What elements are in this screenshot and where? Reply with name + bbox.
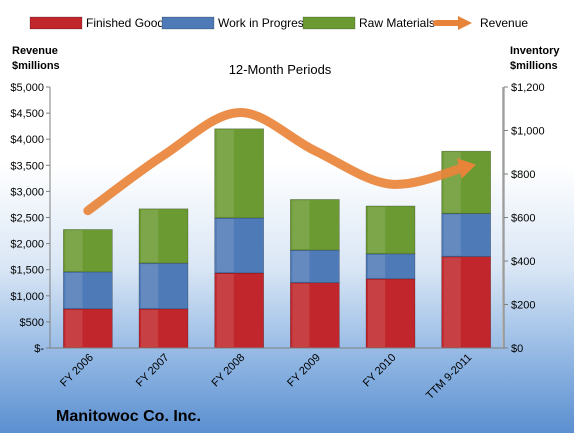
- left-tick-label: $2,500: [10, 213, 44, 225]
- right-tick-label: $1,000: [511, 126, 545, 138]
- bar-highlight-finished-goods-3: [216, 273, 234, 347]
- left-tick-label: $3,500: [10, 160, 44, 172]
- left-tick-label: $-: [34, 343, 44, 355]
- bar-raw-materials-1: [63, 229, 113, 273]
- bar-highlight-raw-materials-1: [65, 230, 83, 271]
- legend-swatch-work-in-progress: [161, 16, 215, 30]
- x-tick-label: TTM 9-2011: [424, 352, 474, 402]
- bar-highlight-work-in-progress-3: [216, 218, 234, 272]
- bar-finished-goods-4: [290, 282, 340, 349]
- left-tick-label: $500: [20, 317, 44, 329]
- x-tick-label: FY 2007: [134, 352, 172, 390]
- bar-raw-materials-5: [365, 205, 416, 255]
- bar-highlight-raw-materials-3: [216, 129, 234, 217]
- bar-highlight-finished-goods-5: [368, 279, 386, 347]
- bar-work-in-progress-2: [138, 262, 189, 310]
- x-tick-label: FY 2006: [58, 352, 96, 390]
- left-tick-label: $1,500: [10, 265, 44, 277]
- right-tick-label: $600: [511, 213, 535, 225]
- bar-highlight-raw-materials-4: [292, 200, 310, 250]
- bar-highlight-finished-goods-1: [65, 309, 83, 347]
- revenue-arrowhead: [456, 158, 476, 179]
- left-tick-label: $3,000: [10, 186, 44, 198]
- bar-raw-materials-2: [138, 208, 189, 264]
- legend-label-raw-materials: Raw Materials: [359, 16, 435, 30]
- bar-work-in-progress-5: [365, 253, 416, 280]
- left-axis-title-line2: $millions: [12, 60, 60, 72]
- left-tick-label: $4,500: [10, 108, 44, 120]
- bar-highlight-work-in-progress-5: [368, 254, 386, 278]
- legend-swatch-raw-materials: [302, 16, 356, 30]
- bar-raw-materials-4: [290, 199, 340, 251]
- x-tick-label: FY 2010: [361, 352, 399, 390]
- x-tick-label: FY 2009: [285, 352, 323, 390]
- legend-item-finished-goods: Finished Goods: [29, 16, 170, 30]
- bar-raw-materials-3: [214, 128, 264, 219]
- bar-work-in-progress-6: [441, 213, 491, 257]
- right-tick-label: $0: [511, 343, 523, 355]
- bar-highlight-finished-goods-6: [443, 257, 461, 347]
- bar-work-in-progress-3: [214, 217, 264, 274]
- right-tick-label: $200: [511, 300, 535, 312]
- x-tick-label: FY 2008: [210, 352, 248, 390]
- bar-highlight-raw-materials-2: [141, 209, 159, 263]
- left-tick-label: $5,000: [10, 82, 44, 94]
- bar-highlight-work-in-progress-6: [443, 214, 461, 256]
- bar-finished-goods-6: [441, 256, 491, 349]
- right-tick-label: $1,200: [511, 82, 545, 94]
- company-name: Manitowoc Co. Inc.: [56, 408, 201, 425]
- bar-work-in-progress-1: [63, 271, 113, 310]
- left-tick-label: $1,000: [10, 291, 44, 303]
- bar-work-in-progress-4: [290, 249, 340, 284]
- left-tick-label: $2,000: [10, 239, 44, 251]
- right-tick-label: $800: [511, 169, 535, 181]
- legend-item-revenue: Revenue: [433, 16, 528, 30]
- bar-highlight-finished-goods-2: [141, 309, 159, 347]
- legend-label-finished-goods: Finished Goods: [86, 16, 170, 30]
- revenue-line: [83, 108, 471, 216]
- legend-item-work-in-progress: Work in Progress: [161, 16, 310, 30]
- bar-highlight-work-in-progress-2: [141, 264, 159, 308]
- legend-arrow-revenue: [458, 16, 472, 30]
- legend-swatch-finished-goods: [29, 16, 83, 30]
- left-axis-title-line1: Revenue: [12, 45, 58, 57]
- bar-highlight-work-in-progress-1: [65, 272, 83, 308]
- plot-side-wall: [502, 87, 504, 348]
- right-axis-title-line2: $millions: [510, 60, 558, 72]
- bar-highlight-finished-goods-4: [292, 283, 310, 347]
- legend-label-work-in-progress: Work in Progress: [218, 16, 310, 30]
- chart-title: 12-Month Periods: [229, 62, 332, 77]
- legend-item-raw-materials: Raw Materials: [302, 16, 435, 30]
- legend-label-revenue: Revenue: [480, 16, 528, 30]
- bar-highlight-work-in-progress-4: [292, 251, 310, 282]
- right-tick-label: $400: [511, 256, 535, 268]
- left-tick-label: $4,000: [10, 134, 44, 146]
- bar-highlight-raw-materials-5: [368, 206, 386, 253]
- right-axis-title-line1: Inventory: [510, 45, 560, 57]
